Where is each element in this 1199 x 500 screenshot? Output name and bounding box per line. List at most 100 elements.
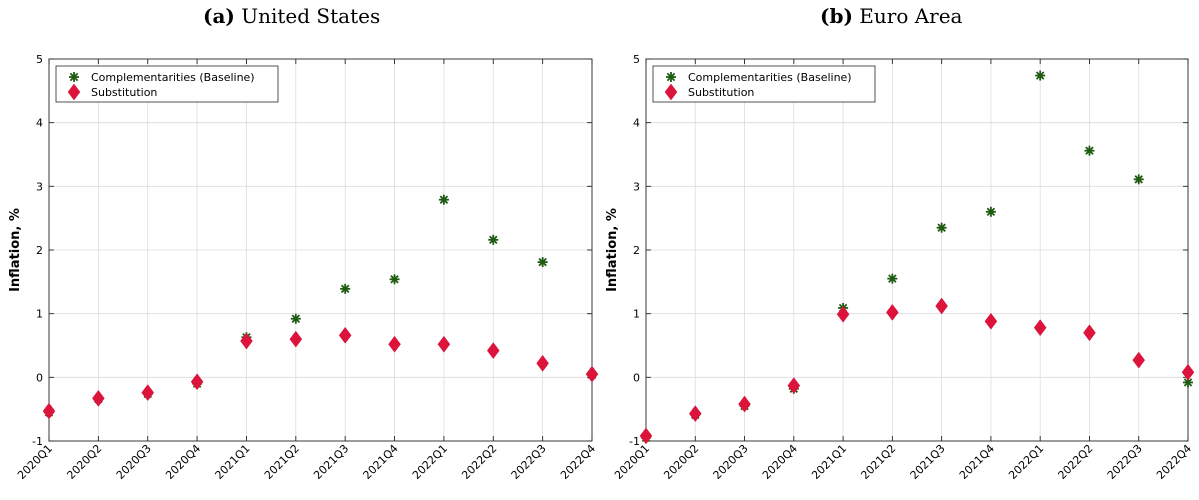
legend: Complementarities (Baseline) Substitution <box>55 65 279 103</box>
x-tick-label: 2022Q1 <box>1006 442 1046 482</box>
x-tick-label: 2020Q3 <box>711 442 751 482</box>
legend-marker-complementarities <box>666 72 676 82</box>
asterisk-stroke <box>1035 71 1045 80</box>
data-point-complementarities <box>488 234 499 245</box>
data-point-complementarities <box>985 206 996 217</box>
asterisk-stroke <box>937 223 946 232</box>
y-tick-label: 2 <box>36 244 43 257</box>
data-point-complementarities <box>1084 145 1095 156</box>
data-point-substitution <box>1181 363 1195 381</box>
x-tick-label: 2022Q2 <box>459 442 499 482</box>
y-tick-label: 5 <box>633 53 640 66</box>
data-point-substitution <box>1033 319 1047 337</box>
x-tick-label: 2021Q1 <box>213 442 253 482</box>
asterisk-stroke <box>1183 378 1193 387</box>
x-tick-label: 2021Q1 <box>809 442 849 482</box>
legend: Complementarities (Baseline) Substitution <box>652 65 876 103</box>
x-tick-label: 2021Q2 <box>858 442 898 482</box>
data-point-substitution <box>1132 351 1146 369</box>
x-tick-label: 2020Q2 <box>661 442 701 482</box>
asterisk-stroke <box>69 72 79 82</box>
data-point-substitution <box>836 305 850 323</box>
data-point-substitution <box>92 389 105 407</box>
asterisk-stroke <box>986 207 996 217</box>
asterisk-stroke <box>439 195 449 204</box>
panel-title-euro-area: (b) Euro Area <box>820 4 962 28</box>
y-tick-label: 4 <box>36 117 43 130</box>
asterisk-stroke <box>291 314 301 323</box>
asterisk-stroke <box>1085 146 1094 155</box>
y-tick-label: 3 <box>633 180 640 193</box>
data-point-substitution <box>639 427 653 445</box>
legend-marker-complementarities <box>69 72 79 82</box>
data-point-complementarities <box>1035 70 1046 81</box>
data-point-substitution <box>1083 324 1096 342</box>
data-point-substitution <box>42 402 56 420</box>
y-tick-label: 1 <box>36 308 43 321</box>
data-point-substitution <box>585 365 599 383</box>
data-point-substitution <box>738 395 751 413</box>
data-point-substitution <box>688 405 702 423</box>
data-point-substitution <box>388 335 401 353</box>
data-point-substitution <box>240 332 253 350</box>
data-point-substitution <box>289 330 303 348</box>
data-point-substitution <box>338 326 352 344</box>
data-point-substitution <box>886 303 899 321</box>
panel-title-text: United States <box>241 4 381 28</box>
legend-marker-substitution <box>664 83 678 101</box>
y-tick-label: 1 <box>633 308 640 321</box>
x-tick-label: 2020Q4 <box>163 442 203 482</box>
y-tick-label: 5 <box>36 53 43 66</box>
panel-title-united-states: (a) United States <box>203 4 380 28</box>
y-tick-label: 3 <box>36 180 43 193</box>
data-point-substitution <box>787 377 801 395</box>
legend-label: Substitution <box>688 86 754 99</box>
y-tick-label: 2 <box>633 244 640 257</box>
legend-label: Substitution <box>91 86 157 99</box>
data-point-complementarities <box>340 283 351 294</box>
x-tick-label: 2022Q2 <box>1056 442 1096 482</box>
data-point-substitution <box>536 354 549 372</box>
asterisk-stroke <box>1134 175 1143 184</box>
asterisk-stroke <box>489 235 498 245</box>
x-tick-label: 2022Q4 <box>558 442 598 482</box>
data-point-substitution <box>437 335 451 353</box>
x-tick-label: 2022Q3 <box>509 442 549 482</box>
x-tick-label: 2020Q2 <box>64 442 104 482</box>
data-point-substitution <box>190 373 204 391</box>
x-tick-label: 2022Q3 <box>1105 442 1145 482</box>
y-axis-label: Inflation, % <box>8 208 23 292</box>
y-tick-label: -1 <box>32 435 43 448</box>
data-point-complementarities <box>537 257 548 268</box>
asterisk-stroke <box>390 275 399 284</box>
data-point-complementarities <box>438 194 449 205</box>
asterisk-stroke <box>666 72 676 82</box>
data-point-complementarities <box>1133 174 1144 185</box>
y-tick-label: 0 <box>36 371 43 384</box>
y-axis-label: Inflation, % <box>605 208 620 292</box>
legend-label: Complementarities (Baseline) <box>688 71 852 84</box>
data-point-substitution <box>486 342 500 360</box>
y-tick-label: -1 <box>629 435 640 448</box>
data-point-substitution <box>141 384 155 402</box>
x-tick-label: 2022Q1 <box>410 442 450 482</box>
x-tick-label: 2021Q2 <box>262 442 302 482</box>
asterisk-stroke <box>340 284 350 294</box>
data-point-complementarities <box>936 222 947 233</box>
series-substitution <box>639 297 1195 445</box>
data-point-complementarities <box>389 274 400 285</box>
x-tick-label: 2020Q3 <box>114 442 154 482</box>
y-tick-label: 4 <box>633 117 640 130</box>
y-tick-label: 0 <box>633 371 640 384</box>
x-tick-label: 2022Q4 <box>1154 442 1194 482</box>
panel-title-text: Euro Area <box>859 4 963 28</box>
x-tick-label: 2021Q4 <box>361 442 401 482</box>
series-substitution <box>42 326 599 420</box>
legend-box <box>55 65 279 103</box>
asterisk-stroke <box>538 257 547 267</box>
asterisk-stroke <box>888 274 897 283</box>
